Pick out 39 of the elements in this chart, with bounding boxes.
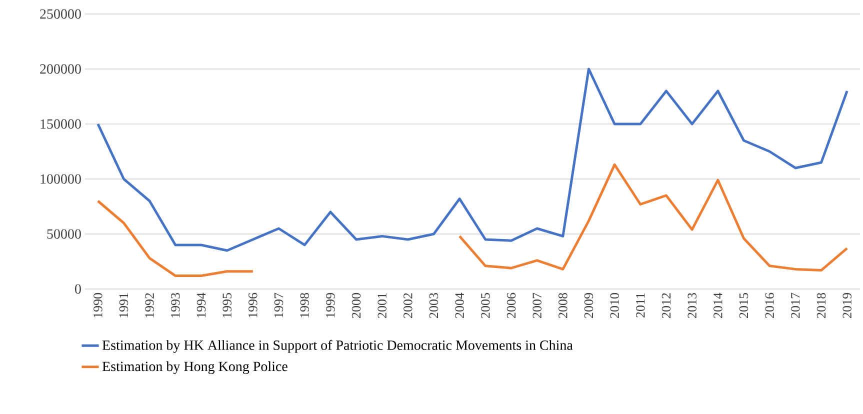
legend-label: Estimation by Hong Kong Police — [102, 361, 288, 374]
x-tick-label: 1990 — [94, 293, 102, 318]
x-tick-label: 2017 — [791, 292, 800, 318]
x-tick-label: 2015 — [739, 293, 748, 318]
legend-label: Estimation by HK Alliance in Support of Patriotic Democratic Movements in China — [102, 340, 573, 353]
x-tick-label: 1992 — [145, 293, 154, 318]
x-tick-label: 1991 — [119, 293, 128, 318]
x-tick-label: 2019 — [842, 293, 852, 318]
x-tick-label: 1993 — [171, 293, 180, 318]
x-tick-label: 2006 — [506, 292, 516, 318]
x-tick-label: 2000 — [352, 293, 361, 318]
x-tick-label: 2011 — [636, 293, 645, 318]
x-tick-label: 2012 — [662, 293, 671, 318]
x-tick-label: 2001 — [378, 293, 386, 318]
x-tick-label: 2002 — [404, 293, 412, 318]
line-series — [96, 68, 848, 252]
x-tick-label: 2014 — [714, 292, 722, 318]
x-tick-label: 2018 — [816, 293, 826, 318]
x-tick-label: 1998 — [300, 293, 309, 318]
x-tick-label: 1994 — [196, 292, 206, 318]
x-tick-label: 1999 — [326, 293, 335, 318]
x-tick-label: 1995 — [222, 293, 232, 318]
x-tick-label: 2007 — [532, 292, 542, 318]
x-tick-label: 2013 — [688, 293, 696, 318]
x-tick-label: 2016 — [765, 292, 774, 318]
x-tick-label: 1997 — [274, 292, 284, 318]
x-tick-label: 2008 — [558, 293, 568, 318]
x-tick-label: 2009 — [584, 293, 594, 318]
y-tick-label: 150000 — [40, 119, 81, 129]
y-tick-label: 0 — [75, 284, 81, 294]
x-tick-label: 2010 — [610, 293, 619, 318]
y-tick-label: 50000 — [47, 229, 81, 239]
x-tick-label: 1996 — [248, 292, 258, 318]
x-tick-label: 2005 — [481, 293, 490, 318]
x-tick-label: 2004 — [455, 292, 464, 318]
y-tick-label: 250000 — [40, 9, 81, 19]
x-tick-label: 2003 — [429, 293, 438, 318]
y-tick-label: 200000 — [40, 64, 81, 74]
y-tick-label: 100000 — [40, 174, 81, 184]
